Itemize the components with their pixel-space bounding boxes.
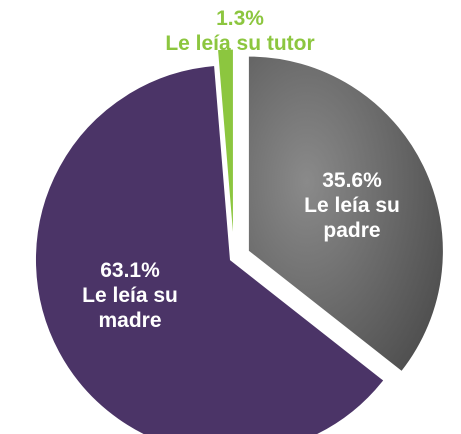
value-label: 1.3%	[216, 7, 264, 30]
pie-slice	[216, 48, 234, 245]
pie-slice	[247, 55, 444, 373]
slice-label: 63.1% Le leía su madre	[50, 258, 210, 333]
value-label: 63.1%	[100, 259, 160, 282]
category-label: Le leía su tutor	[165, 32, 315, 55]
slice-label: 1.3% Le leía su tutor	[110, 6, 370, 56]
slice-label: 35.6% Le leía su padre	[272, 168, 432, 243]
category-label: Le leía su madre	[82, 284, 178, 332]
pie-slice	[34, 65, 385, 434]
category-label: Le leía su padre	[304, 194, 400, 242]
value-label: 35.6%	[322, 169, 382, 192]
